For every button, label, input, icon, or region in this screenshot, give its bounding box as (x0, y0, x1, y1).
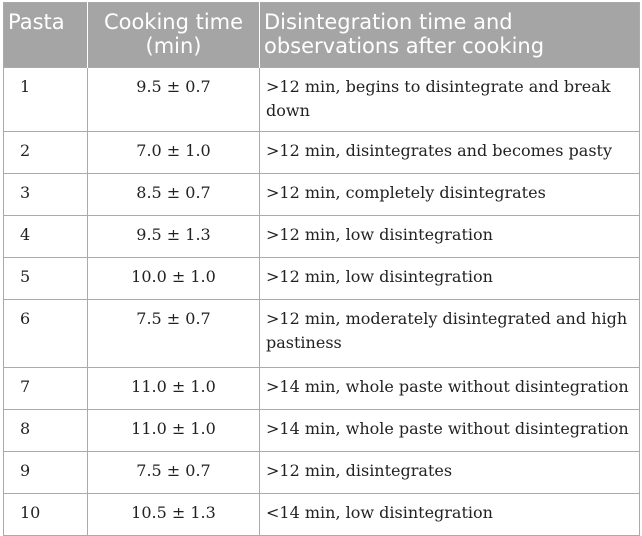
cell-observation: >12 min, begins to disintegrate and brea… (259, 67, 640, 132)
cell-pasta: 3 (3, 173, 88, 216)
table-row: 8 11.0 ± 1.0 >14 min, whole paste withou… (3, 409, 640, 452)
table-row: 6 7.5 ± 0.7 >12 min, moderately disinteg… (3, 299, 640, 368)
cell-observation: >12 min, disintegrates (259, 451, 640, 494)
cell-cooking-time: 7.5 ± 0.7 (87, 299, 260, 368)
cell-cooking-time: 10.5 ± 1.3 (87, 493, 260, 536)
header-pasta: Pasta (3, 2, 88, 68)
table-row: 9 7.5 ± 0.7 >12 min, disintegrates (3, 451, 640, 494)
cell-observation: >14 min, whole paste without disintegrat… (259, 367, 640, 410)
table-row: 3 8.5 ± 0.7 >12 min, completely disinteg… (3, 173, 640, 216)
cell-observation: >12 min, disintegrates and becomes pasty (259, 131, 640, 174)
table-row: 2 7.0 ± 1.0 >12 min, disintegrates and b… (3, 131, 640, 174)
table-row: 4 9.5 ± 1.3 >12 min, low disintegration (3, 215, 640, 258)
cell-pasta: 10 (3, 493, 88, 536)
cell-cooking-time: 9.5 ± 0.7 (87, 67, 260, 132)
header-disintegration: Disintegration time and observations aft… (259, 2, 640, 68)
cell-observation: >12 min, low disintegration (259, 257, 640, 300)
pasta-cooking-table: Pasta Cooking time (min) Disintegration … (3, 2, 640, 536)
table-row: 1 9.5 ± 0.7 >12 min, begins to disintegr… (3, 67, 640, 132)
cell-cooking-time: 10.0 ± 1.0 (87, 257, 260, 300)
cell-cooking-time: 7.5 ± 0.7 (87, 451, 260, 494)
header-row: Pasta Cooking time (min) Disintegration … (3, 2, 640, 68)
table-row: 5 10.0 ± 1.0 >12 min, low disintegration (3, 257, 640, 300)
cell-pasta: 6 (3, 299, 88, 368)
table-row: 10 10.5 ± 1.3 <14 min, low disintegratio… (3, 493, 640, 536)
cell-pasta: 5 (3, 257, 88, 300)
cell-cooking-time: 11.0 ± 1.0 (87, 367, 260, 410)
cell-cooking-time: 7.0 ± 1.0 (87, 131, 260, 174)
cell-observation: >12 min, low disintegration (259, 215, 640, 258)
cell-cooking-time: 11.0 ± 1.0 (87, 409, 260, 452)
cell-observation: >12 min, moderately disintegrated and hi… (259, 299, 640, 368)
cell-observation: >14 min, whole paste without disintegrat… (259, 409, 640, 452)
cell-pasta: 4 (3, 215, 88, 258)
cell-pasta: 2 (3, 131, 88, 174)
table-row: 7 11.0 ± 1.0 >14 min, whole paste withou… (3, 367, 640, 410)
cell-observation: <14 min, low disintegration (259, 493, 640, 536)
cell-pasta: 9 (3, 451, 88, 494)
header-cooking-time: Cooking time (min) (87, 2, 260, 68)
cell-pasta: 8 (3, 409, 88, 452)
cell-pasta: 1 (3, 67, 88, 132)
cell-pasta: 7 (3, 367, 88, 410)
cell-cooking-time: 8.5 ± 0.7 (87, 173, 260, 216)
cell-observation: >12 min, completely disintegrates (259, 173, 640, 216)
cell-cooking-time: 9.5 ± 1.3 (87, 215, 260, 258)
